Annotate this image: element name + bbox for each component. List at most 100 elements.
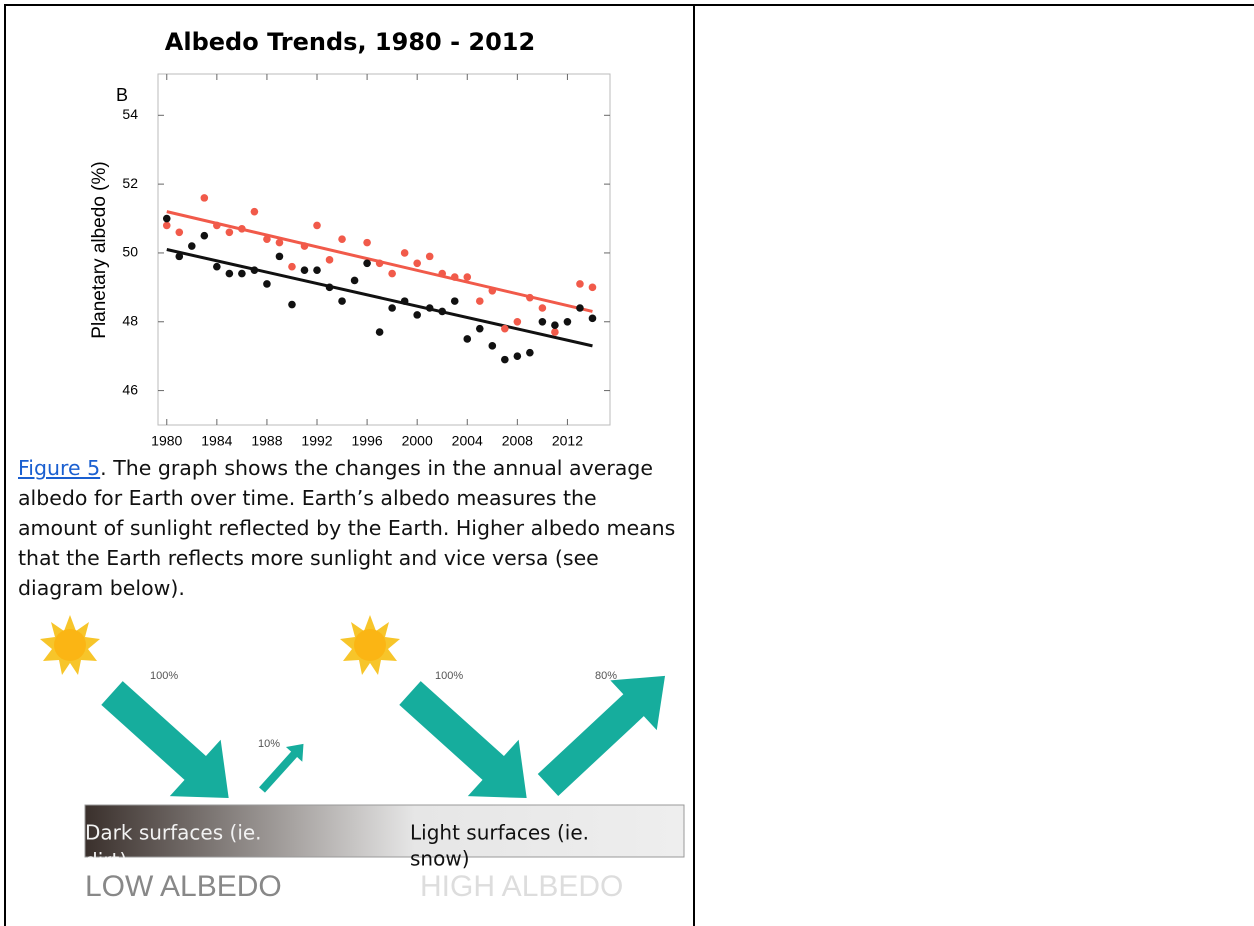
point (413, 259, 421, 267)
surface-label: snow) (410, 847, 470, 871)
point (276, 253, 284, 261)
point (539, 304, 547, 312)
point (213, 263, 221, 271)
point (388, 304, 396, 312)
percent-label: 100% (150, 670, 178, 682)
y-axis-label: Planetary albedo (%) (89, 161, 110, 338)
point (338, 235, 346, 243)
point (163, 215, 171, 223)
point (213, 222, 221, 230)
caption-text: . The graph shows the changes in the ann… (18, 456, 675, 600)
point (438, 270, 446, 278)
point (489, 287, 497, 295)
point (539, 318, 547, 326)
point (489, 342, 497, 350)
surface-label: dirt) (85, 849, 127, 873)
point (451, 273, 459, 281)
point (476, 297, 484, 305)
surface-label: Dark surfaces (ie. (85, 821, 262, 845)
y-tick-label: 48 (122, 312, 138, 328)
point (251, 266, 259, 274)
point (288, 301, 296, 309)
point (351, 277, 359, 285)
albedo-title: HIGH ALBEDO (420, 870, 623, 903)
surface-label: Light surfaces (ie. (410, 821, 589, 845)
point (463, 335, 471, 343)
point (338, 297, 346, 305)
plot-frame (158, 74, 610, 425)
y-tick-label: 52 (122, 175, 138, 191)
caption: Figure 5. The graph shows the changes in… (18, 453, 678, 603)
point (263, 235, 271, 243)
percent-label: 80% (595, 670, 617, 682)
y-tick-label: 50 (122, 244, 138, 260)
x-tick-label: 1996 (352, 433, 383, 449)
point (301, 242, 309, 250)
x-tick-label: 1980 (151, 433, 182, 449)
point (288, 263, 296, 271)
arrow (87, 665, 255, 827)
y-tick-label: 46 (122, 381, 138, 397)
sun (340, 615, 400, 675)
title: Albedo Trends, 1980 - 2012 (165, 28, 535, 56)
albedo-title: LOW ALBEDO (85, 870, 282, 903)
point (201, 194, 209, 202)
x-tick-label: 2012 (552, 433, 583, 449)
point (363, 239, 371, 247)
point (426, 253, 434, 261)
point (238, 225, 246, 233)
percent-label: 10% (258, 738, 280, 750)
point (313, 266, 321, 274)
point (564, 318, 572, 326)
point (576, 280, 584, 288)
y-tick-label: 54 (122, 106, 138, 122)
point (476, 325, 484, 333)
point (401, 297, 409, 305)
point (201, 232, 209, 240)
point (263, 280, 271, 288)
arrow (385, 665, 553, 827)
point (463, 273, 471, 281)
x-tick-label: 1984 (201, 433, 232, 449)
point (175, 228, 183, 236)
point (326, 284, 334, 292)
point (526, 294, 534, 302)
point (175, 253, 183, 261)
sun (40, 615, 100, 675)
point (426, 304, 434, 312)
x-tick-label: 2008 (502, 433, 533, 449)
point (163, 222, 171, 230)
panel-label: B (116, 85, 128, 105)
point (451, 297, 459, 305)
x-tick-label: 2000 (402, 433, 433, 449)
point (376, 328, 384, 336)
figure-link[interactable]: Figure 5 (18, 456, 100, 480)
point (401, 249, 409, 257)
percent-label: 100% (435, 670, 463, 682)
x-tick-label: 2004 (452, 433, 483, 449)
point (501, 325, 509, 333)
point (188, 242, 196, 250)
point (226, 228, 234, 236)
point (226, 270, 234, 278)
point (589, 284, 597, 292)
point (313, 222, 321, 230)
point (376, 259, 384, 267)
x-tick-label: 1992 (301, 433, 332, 449)
point (363, 259, 371, 267)
point (251, 208, 259, 216)
point (276, 239, 284, 247)
point (238, 270, 246, 278)
point (589, 315, 597, 323)
point (438, 308, 446, 316)
point (301, 266, 309, 274)
page: Albedo Trends, 1980 - 2012 B Planetary a… (0, 0, 1254, 926)
point (413, 311, 421, 319)
point (551, 328, 559, 336)
point (551, 321, 559, 329)
point (388, 270, 396, 278)
point (514, 352, 522, 360)
point (326, 256, 334, 264)
point (501, 356, 509, 364)
point (576, 304, 584, 312)
